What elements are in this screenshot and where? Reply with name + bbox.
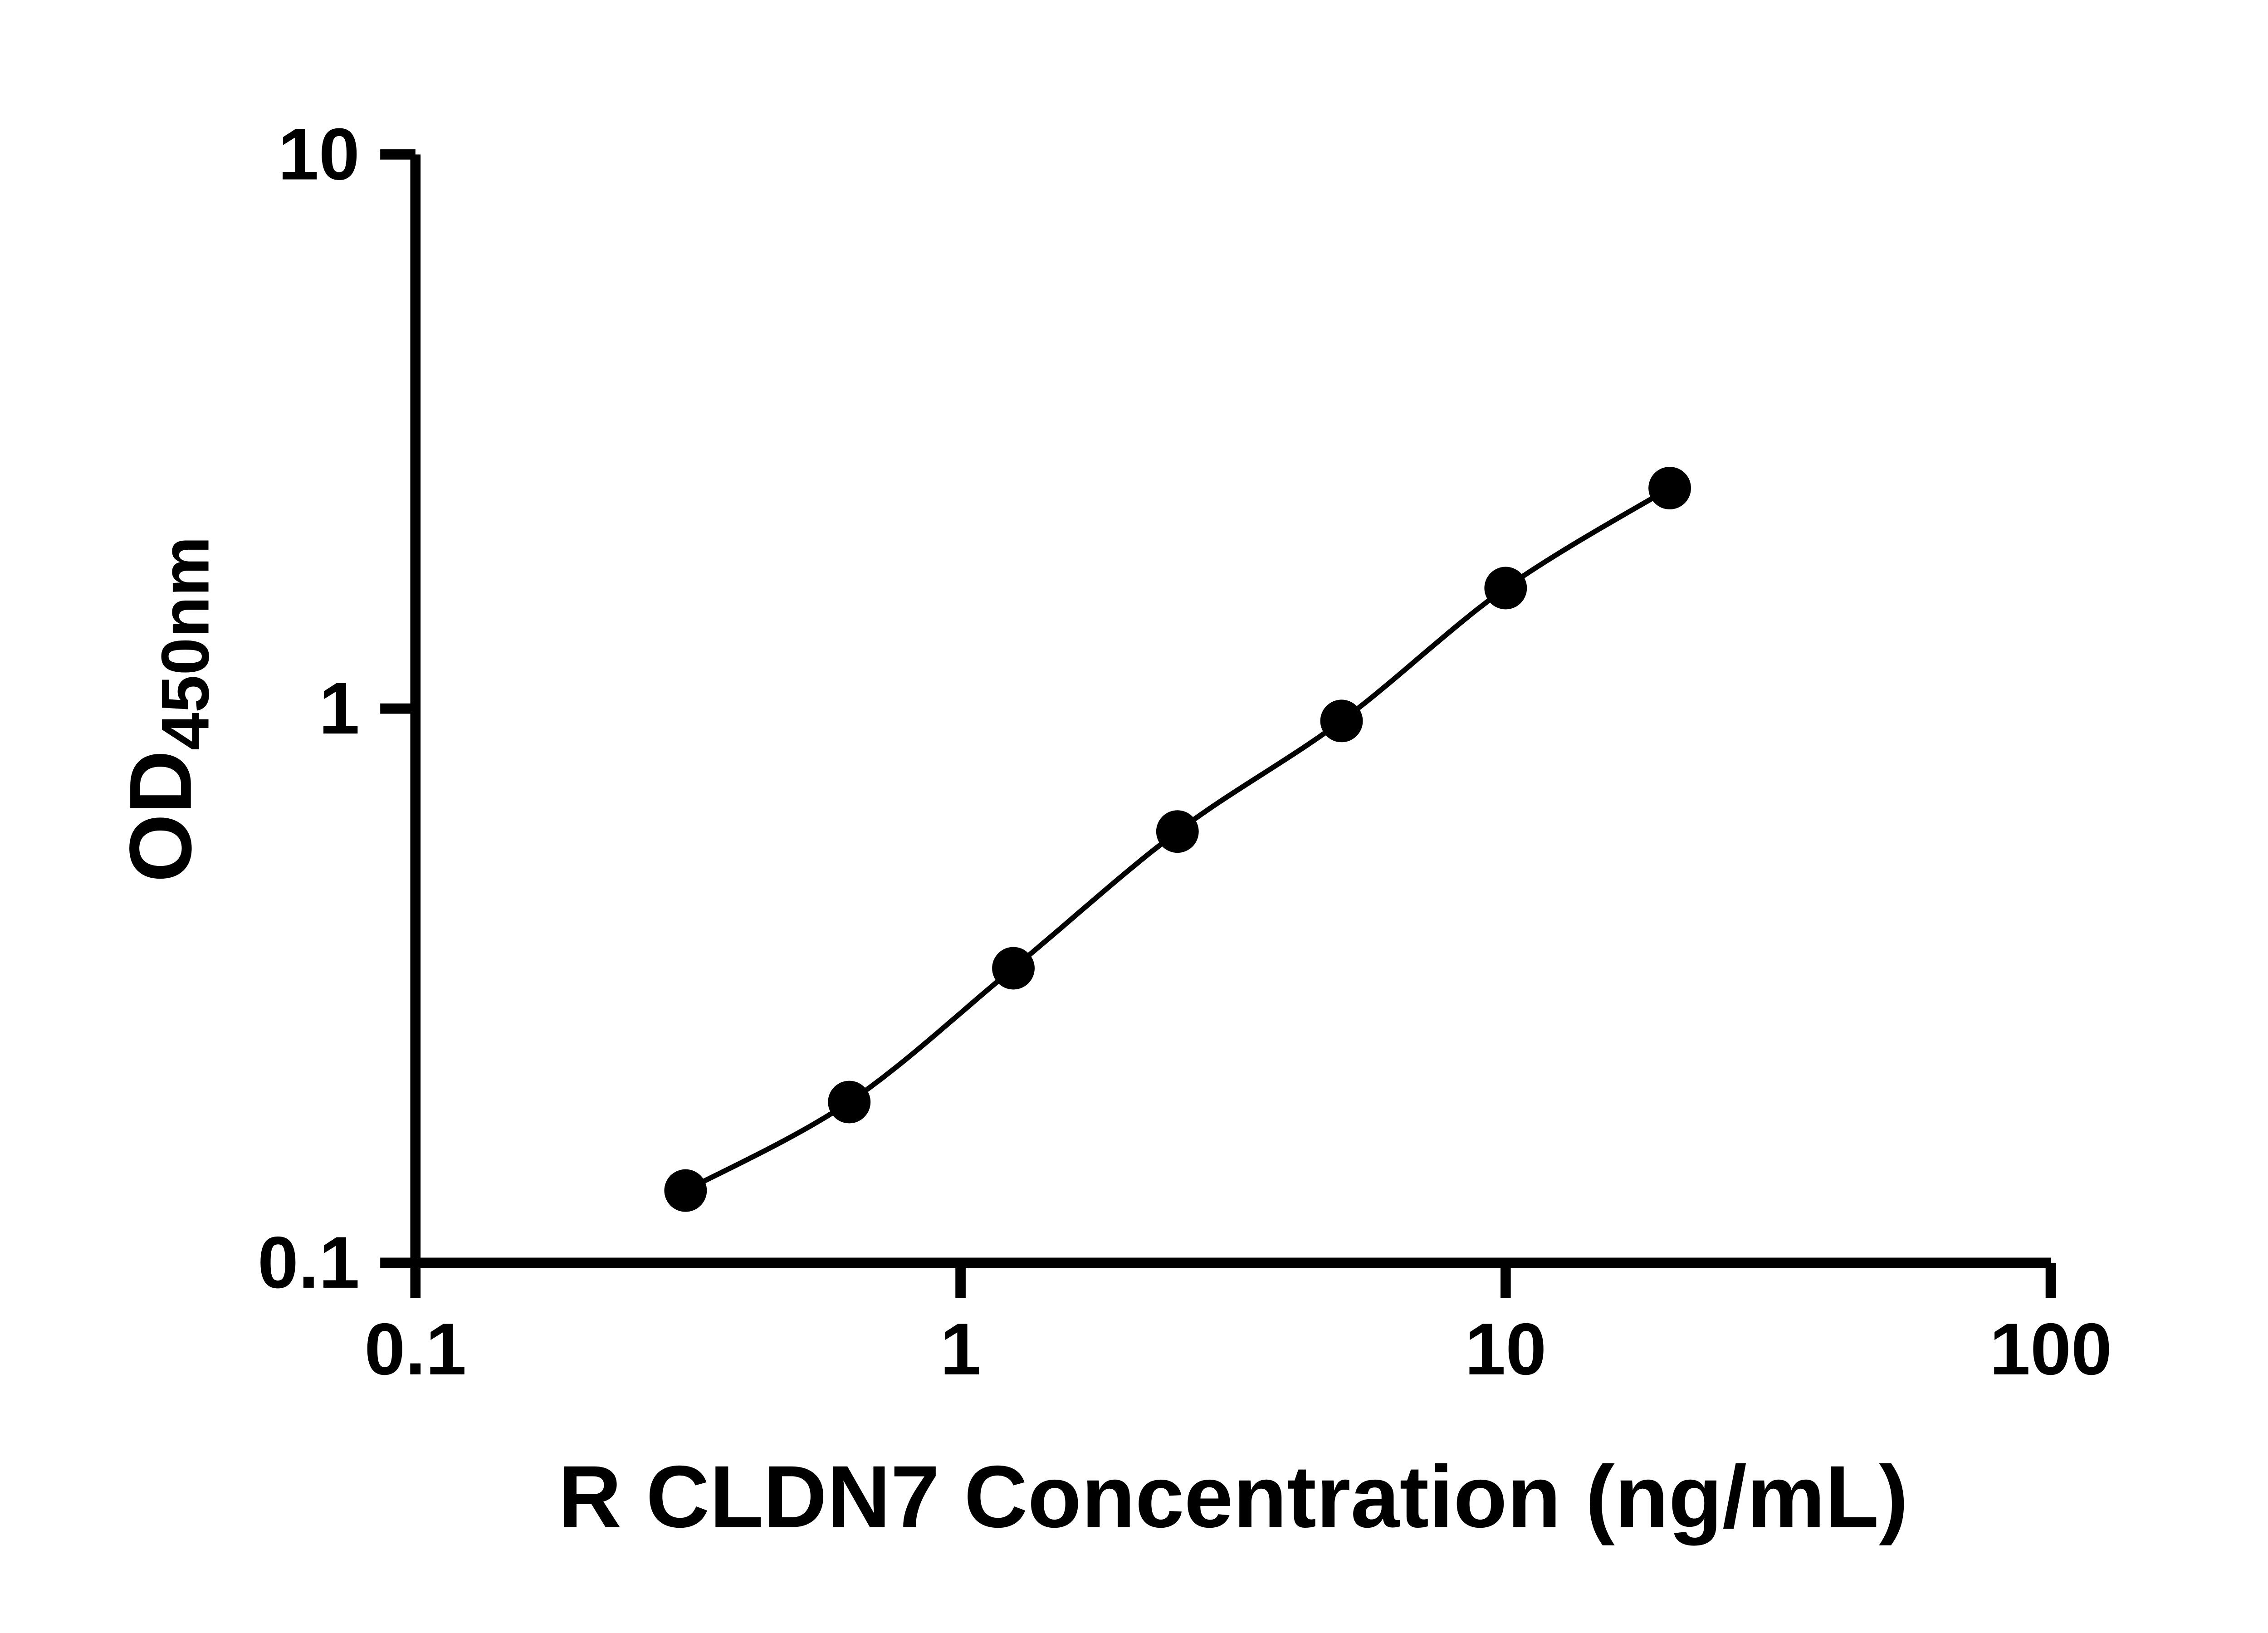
data-point bbox=[992, 947, 1035, 990]
x-tick-label: 1 bbox=[940, 1309, 981, 1390]
x-tick-label: 0.1 bbox=[364, 1309, 466, 1390]
y-axis-label-subscript: 450nm bbox=[147, 536, 223, 750]
y-tick-label: 10 bbox=[278, 113, 360, 195]
data-point bbox=[1156, 810, 1199, 853]
x-tick-label: 10 bbox=[1465, 1309, 1546, 1390]
data-point bbox=[1484, 567, 1527, 610]
y-axis-label: OD450nm bbox=[112, 536, 223, 882]
tick-labels-layer: 0.1 1 10 100 0.1 1 10 bbox=[258, 113, 2112, 1390]
y-tick-label: 0.1 bbox=[258, 1222, 360, 1304]
axis-spine bbox=[410, 154, 2051, 1268]
axes-layer bbox=[380, 149, 2056, 1298]
y-tick-label: 1 bbox=[319, 668, 360, 749]
y-axis-label-main: OD bbox=[112, 750, 210, 882]
data-point bbox=[664, 1169, 707, 1212]
data-point bbox=[828, 1081, 871, 1124]
data-point bbox=[1648, 467, 1691, 509]
x-axis-label: R CLDN7 Concentration (ng/mL) bbox=[558, 1447, 1908, 1546]
data-point bbox=[1320, 699, 1363, 743]
series-layer bbox=[664, 467, 1691, 1212]
x-tick-label: 100 bbox=[1989, 1309, 2112, 1390]
